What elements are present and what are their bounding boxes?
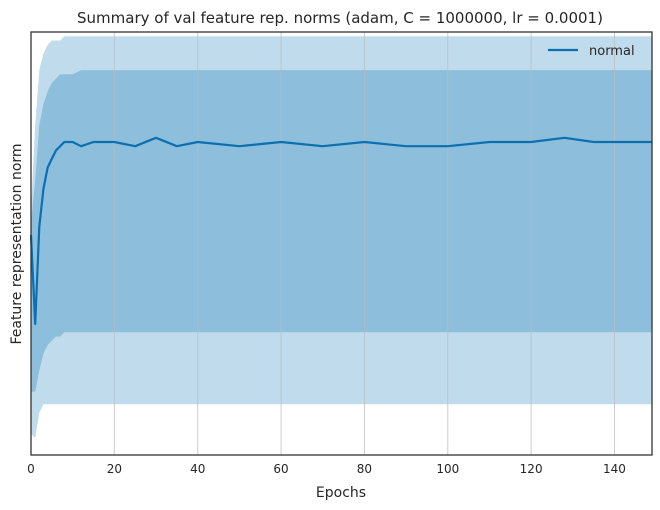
x-tick-label: 0 xyxy=(27,462,35,476)
x-tick-label: 20 xyxy=(107,462,122,476)
x-tick-label: 100 xyxy=(436,462,459,476)
y-axis-label: Feature representation norm xyxy=(9,143,25,344)
x-axis-label: Epochs xyxy=(316,485,366,501)
x-tick-label: 140 xyxy=(603,462,626,476)
x-tick-label: 80 xyxy=(357,462,372,476)
legend-label-normal: normal xyxy=(589,44,635,59)
series-line-normal xyxy=(29,136,652,325)
inner-spread-band xyxy=(31,70,652,392)
grid-lines xyxy=(113,32,615,455)
x-tick-label: 40 xyxy=(190,462,205,476)
chart-title: Summary of val feature rep. norms (adam,… xyxy=(77,9,603,27)
axes-frame xyxy=(30,31,653,456)
x-axis-ticks: 0 20 40 60 80 100 120 140 xyxy=(27,462,626,476)
plot-area xyxy=(29,32,652,455)
x-tick-label: 60 xyxy=(273,462,288,476)
legend: normal xyxy=(548,44,635,59)
x-tick-label: 120 xyxy=(520,462,543,476)
